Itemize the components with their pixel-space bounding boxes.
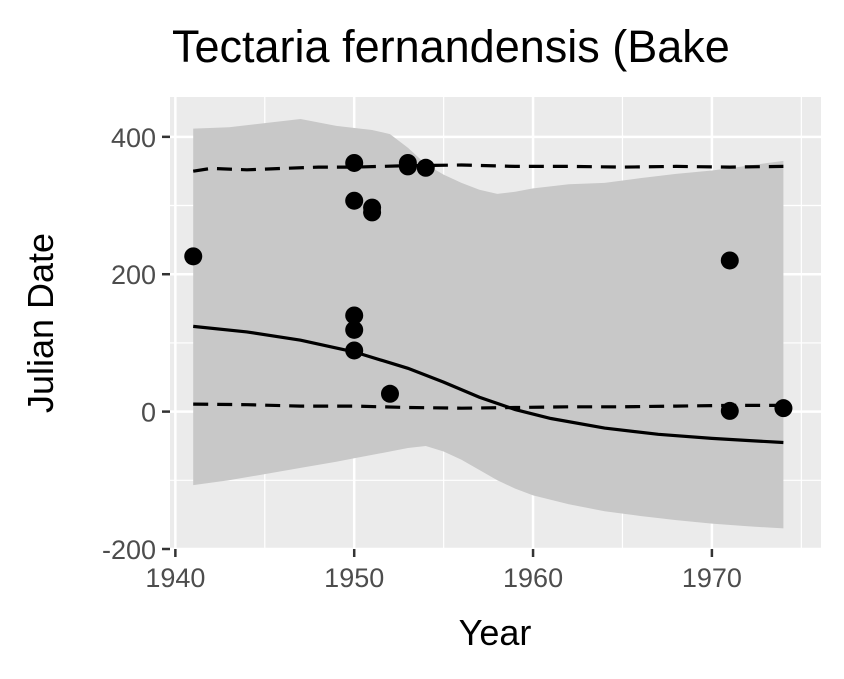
data-point [774,399,793,418]
x-axis-title: Year [459,612,532,653]
y-tick-label: -200 [102,535,156,565]
x-tick-label: 1940 [145,563,205,593]
x-tick-label: 1950 [324,563,384,593]
data-point [345,320,364,339]
y-tick-label: 0 [141,398,156,428]
y-tick-label: 200 [111,260,156,290]
lower-dashed-line [193,402,784,410]
data-point [345,341,364,360]
data-point [345,306,364,325]
data-points [184,153,793,420]
data-point [380,384,399,403]
x-axis: 1940 1950 1960 1970 [145,549,742,593]
chart-title: Tectaria fernandensis (Bake [172,21,730,72]
data-point [720,251,739,270]
data-point [345,153,364,172]
data-point [184,247,203,266]
data-point [720,401,739,420]
data-point [345,191,364,210]
data-point [363,203,382,222]
fit-line [193,324,784,445]
y-axis: -200 0 200 400 [102,123,170,565]
y-axis-title: Julian Date [20,233,61,413]
data-point [416,158,435,177]
data-point [398,157,417,176]
y-tick-label: 400 [111,123,156,153]
confidence-ribbon [193,119,784,529]
x-tick-label: 1970 [682,563,742,593]
upper-dashed-line [192,163,784,173]
x-tick-label: 1960 [503,563,563,593]
